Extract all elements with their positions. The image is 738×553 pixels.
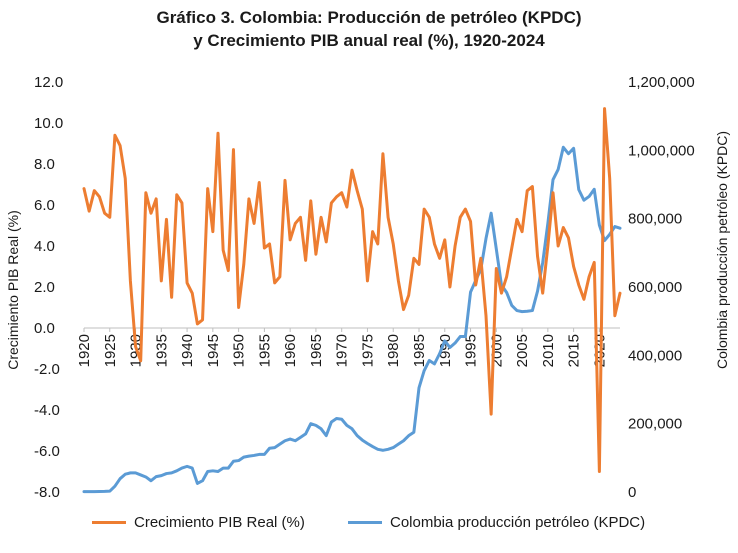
series-line-pib — [82, 107, 622, 473]
x-tick-label: 1980 — [385, 334, 402, 367]
chart-title-line2: y Crecimiento PIB anual real (%), 1920-2… — [193, 31, 545, 50]
x-tick-label: 1945 — [205, 334, 222, 367]
x-tick-label: 2000 — [488, 334, 505, 367]
series-layer — [82, 107, 622, 494]
left-tick-label: 12.0 — [34, 74, 63, 91]
left-axis-ticks: 12.0 10.0 8.0 6.0 4.0 2.0 0.0 -2.0 -4.0 -6.0 -8.0 — [34, 74, 63, 501]
x-axis-ticks: 1920 1925 1930 1935 1940 1945 1950 1955 1960 1965… — [76, 328, 608, 367]
y-axis-label-left: Crecimiento PIB Real (%) — [5, 210, 21, 370]
series-line-petroleo — [82, 145, 622, 494]
legend-item-pib: Crecimiento PIB Real (%) — [92, 514, 305, 531]
chart-title: Gráfico 3. Colombia: Producción de petró… — [0, 6, 738, 52]
left-tick-label: 4.0 — [34, 238, 55, 255]
x-tick-label: 1935 — [153, 334, 170, 367]
right-tick-label: 800,000 — [628, 211, 682, 228]
left-tick-label: -4.0 — [34, 402, 60, 419]
left-tick-label: 0.0 — [34, 320, 55, 337]
x-tick-label: 1965 — [308, 334, 325, 367]
left-tick-label: 2.0 — [34, 279, 55, 296]
x-tick-label: 1955 — [256, 334, 273, 367]
x-tick-label: 1990 — [437, 334, 454, 367]
right-tick-label: 1,000,000 — [628, 142, 695, 159]
left-tick-label: -6.0 — [34, 443, 60, 460]
right-tick-label: 1,200,000 — [628, 74, 695, 91]
legend-item-petroleo: Colombia producción petróleo (KPDC) — [348, 514, 645, 531]
x-tick-label: 2005 — [514, 334, 531, 367]
right-tick-label: 400,000 — [628, 347, 682, 364]
x-tick-label: 1985 — [411, 334, 428, 367]
y-axis-label-right: Colombia producción petróleo (KPDC) — [714, 131, 730, 369]
left-tick-label: 10.0 — [34, 115, 63, 132]
x-tick-label: 1940 — [179, 334, 196, 367]
right-axis-ticks: 1,200,000 1,000,000 800,000 600,000 400,000 2… — [628, 74, 695, 501]
x-tick-label: 2015 — [566, 334, 583, 367]
legend-label-petroleo: Colombia producción petróleo (KPDC) — [390, 514, 646, 531]
left-tick-label: -8.0 — [34, 484, 60, 501]
left-tick-label: 8.0 — [34, 156, 55, 173]
legend-swatch-pib — [92, 521, 126, 524]
right-tick-label: 200,000 — [628, 416, 682, 433]
left-tick-label: 6.0 — [34, 197, 55, 214]
legend-swatch-petroleo — [348, 521, 382, 524]
x-tick-label: 2010 — [540, 334, 557, 367]
legend-label-pib: Crecimiento PIB Real (%) — [134, 514, 305, 531]
left-tick-label: -2.0 — [34, 361, 60, 378]
x-tick-label: 1925 — [102, 334, 119, 367]
x-tick-label: 1995 — [463, 334, 480, 367]
legend: Crecimiento PIB Real (%) Colombia produc… — [0, 514, 738, 542]
right-tick-label: 600,000 — [628, 279, 682, 296]
x-tick-label: 1950 — [231, 334, 248, 367]
x-tick-label: 1970 — [334, 334, 351, 367]
chart-title-line1: Gráfico 3. Colombia: Producción de petró… — [156, 8, 582, 27]
right-tick-label: 0 — [628, 484, 636, 501]
x-tick-label: 1960 — [282, 334, 299, 367]
x-tick-label: 1920 — [76, 334, 93, 367]
x-tick-label: 1975 — [359, 334, 376, 367]
